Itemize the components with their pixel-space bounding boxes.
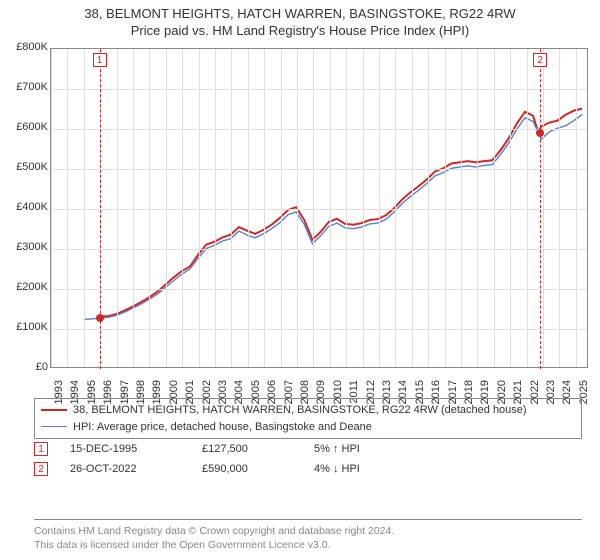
y-gridline: [51, 249, 587, 250]
sale-row: 2 26-OCT-2022 £590,000 4% ↓ HPI: [34, 458, 582, 478]
legend-row: HPI: Average price, detached house, Basi…: [41, 419, 575, 436]
chart-svg: [51, 49, 587, 367]
sale-marker-box: 1: [93, 53, 107, 67]
y-axis-label: £300K: [2, 241, 48, 253]
legend-box: 38, BELMONT HEIGHTS, HATCH WARREN, BASIN…: [34, 398, 582, 439]
x-gridline: [527, 49, 528, 367]
x-gridline: [231, 49, 232, 367]
y-axis-label: £0: [2, 361, 48, 373]
x-gridline: [428, 49, 429, 367]
x-gridline: [67, 49, 68, 367]
sale-date: 26-OCT-2022: [70, 463, 180, 475]
x-gridline: [248, 49, 249, 367]
y-gridline: [51, 289, 587, 290]
sale-date: 15-DEC-1995: [70, 443, 180, 455]
sale-marker-dot: [96, 314, 104, 322]
chart-titles: 38, BELMONT HEIGHTS, HATCH WARREN, BASIN…: [0, 0, 600, 42]
y-axis-label: £500K: [2, 161, 48, 173]
x-gridline: [395, 49, 396, 367]
sales-table: 1 15-DEC-1995 £127,500 5% ↑ HPI 2 26-OCT-2022…: [34, 438, 582, 478]
legend-swatch: [41, 409, 67, 411]
x-gridline: [51, 49, 52, 367]
legend-swatch: [41, 426, 67, 427]
legend-row: 38, BELMONT HEIGHTS, HATCH WARREN, BASIN…: [41, 402, 575, 419]
y-gridline: [51, 89, 587, 90]
footnote-text-1: Contains HM Land Registry data © Crown c…: [34, 525, 394, 537]
legend-label: 38, BELMONT HEIGHTS, HATCH WARREN, BASIN…: [73, 402, 527, 419]
legend-label: HPI: Average price, detached house, Basi…: [73, 419, 372, 436]
sale-marker-box: 2: [533, 53, 547, 67]
y-axis-label: £100K: [2, 321, 48, 333]
sale-marker-box: 2: [34, 462, 48, 476]
x-gridline: [330, 49, 331, 367]
x-gridline: [264, 49, 265, 367]
x-gridline: [412, 49, 413, 367]
sale-pct-vs-hpi: 5% ↑ HPI: [314, 443, 424, 455]
x-gridline: [133, 49, 134, 367]
sale-row: 1 15-DEC-1995 £127,500 5% ↑ HPI: [34, 438, 582, 458]
chart-area: 12 £0£100K£200K£300K£400K£500K£600K£700K…: [50, 48, 588, 388]
x-gridline: [182, 49, 183, 367]
x-gridline: [84, 49, 85, 367]
footnote-text-2: This data is licensed under the Open Gov…: [34, 539, 331, 551]
sale-marker-box: 1: [34, 442, 48, 456]
x-gridline: [166, 49, 167, 367]
y-axis-label: £800K: [2, 41, 48, 53]
y-axis-label: £600K: [2, 121, 48, 133]
sale-marker-dot: [536, 129, 544, 137]
x-gridline: [149, 49, 150, 367]
y-axis-label: £700K: [2, 81, 48, 93]
y-gridline: [51, 129, 587, 130]
x-gridline: [117, 49, 118, 367]
footnote-divider: [34, 519, 582, 520]
x-gridline: [477, 49, 478, 367]
x-gridline: [543, 49, 544, 367]
x-gridline: [215, 49, 216, 367]
y-axis-label: £400K: [2, 201, 48, 213]
x-gridline: [199, 49, 200, 367]
y-gridline: [51, 209, 587, 210]
y-gridline: [51, 329, 587, 330]
x-gridline: [313, 49, 314, 367]
x-gridline: [461, 49, 462, 367]
sale-price: £590,000: [202, 463, 292, 475]
sale-marker-line: [540, 49, 541, 369]
x-gridline: [281, 49, 282, 367]
y-axis-label: £200K: [2, 281, 48, 293]
x-gridline: [576, 49, 577, 367]
x-gridline: [559, 49, 560, 367]
x-gridline: [297, 49, 298, 367]
chart-plot: 12: [50, 48, 588, 368]
x-gridline: [379, 49, 380, 367]
sale-pct-vs-hpi: 4% ↓ HPI: [314, 463, 424, 475]
footnote: Contains HM Land Registry data © Crown c…: [34, 517, 582, 552]
x-gridline: [346, 49, 347, 367]
title-address: 38, BELMONT HEIGHTS, HATCH WARREN, BASIN…: [0, 6, 600, 23]
y-gridline: [51, 169, 587, 170]
sale-price: £127,500: [202, 443, 292, 455]
x-gridline: [494, 49, 495, 367]
x-gridline: [510, 49, 511, 367]
x-gridline: [445, 49, 446, 367]
x-gridline: [363, 49, 364, 367]
title-subtitle: Price paid vs. HM Land Registry's House …: [0, 23, 600, 40]
